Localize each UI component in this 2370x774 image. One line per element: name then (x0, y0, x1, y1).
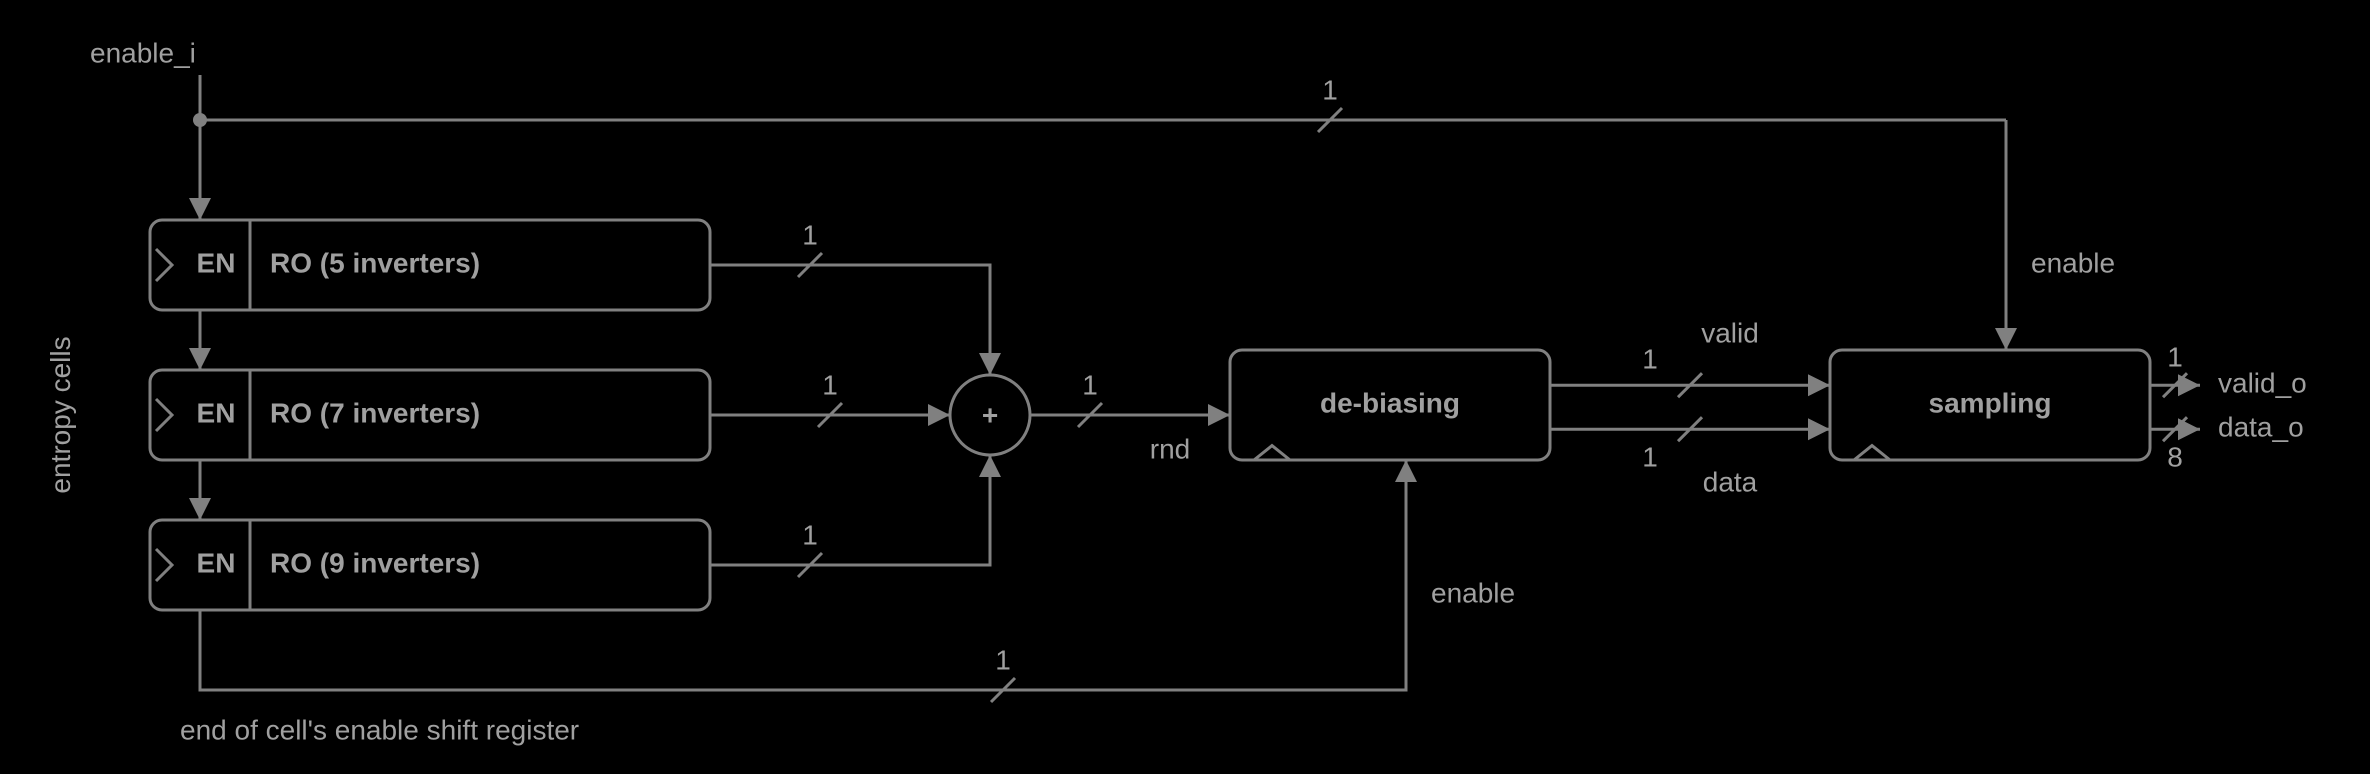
data-label: data (1703, 467, 1758, 498)
data-o-width: 8 (2167, 442, 2183, 473)
xor-symbol: + (982, 399, 998, 430)
arrowhead (1808, 374, 1830, 396)
arrowhead (1995, 328, 2017, 350)
cell-out-2 (710, 455, 990, 565)
arrowhead (1395, 460, 1417, 482)
cell-ro-0: RO (5 inverters) (270, 247, 480, 278)
cell-out-width-2: 1 (802, 519, 818, 550)
shift-register-note: end of cell's enable shift register (180, 714, 579, 745)
cell-out-width-1: 1 (822, 369, 838, 400)
arrowhead (928, 404, 950, 426)
sampling-label: sampling (1929, 387, 2052, 418)
debias-enable-width: 1 (995, 644, 1011, 675)
data-width: 1 (1642, 442, 1658, 473)
arrowhead (189, 348, 211, 370)
cell-ro-2: RO (9 inverters) (270, 547, 480, 578)
cell-en-2: EN (197, 547, 236, 578)
cell-en-0: EN (197, 247, 236, 278)
arrowhead (189, 198, 211, 220)
arrowhead (1808, 418, 1830, 440)
arrowhead (1208, 404, 1230, 426)
enable-i-label: enable_i (90, 37, 196, 68)
enable-top-width: 1 (1322, 74, 1338, 105)
valid-label: valid (1701, 318, 1759, 349)
arrowhead (979, 455, 1001, 477)
entropy-cells-label: entropy cells (45, 336, 76, 493)
enable-triangle (156, 399, 172, 431)
cell-out-0 (710, 265, 990, 375)
clock-triangle (1854, 446, 1890, 460)
arrowhead (189, 498, 211, 520)
xor-out-width: 1 (1082, 369, 1098, 400)
rnd-label: rnd (1150, 433, 1190, 464)
clock-triangle (1254, 446, 1290, 460)
enable-triangle (156, 549, 172, 581)
valid-o-label: valid_o (2218, 368, 2307, 399)
data-o-label: data_o (2218, 412, 2304, 443)
debias-enable-label: enable (1431, 577, 1515, 608)
cell-ro-1: RO (7 inverters) (270, 397, 480, 428)
valid-o-width: 1 (2167, 342, 2183, 373)
enable-triangle (156, 249, 172, 281)
cell-en-1: EN (197, 397, 236, 428)
sampling-enable-label: enable (2031, 247, 2115, 278)
valid-width: 1 (1642, 344, 1658, 375)
debias-label: de-biasing (1320, 387, 1460, 418)
cell-out-width-0: 1 (802, 219, 818, 250)
arrowhead (979, 353, 1001, 375)
